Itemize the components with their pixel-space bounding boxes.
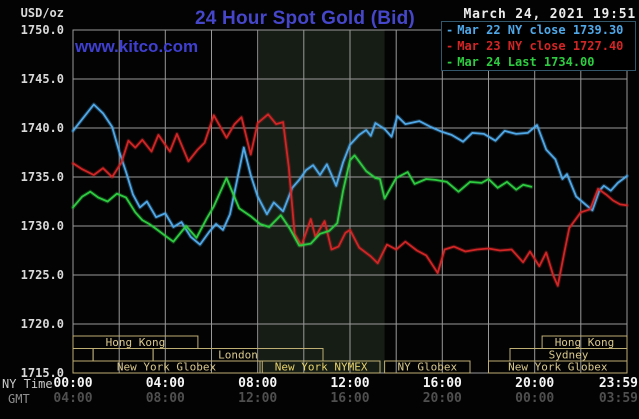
legend-dash-marker: - bbox=[446, 39, 454, 53]
kitco-site-link[interactable]: www.kitco.com bbox=[75, 37, 199, 56]
x-tick-ny-time: 12:00 bbox=[330, 376, 370, 391]
session-label: New York Globex bbox=[508, 361, 608, 374]
x-axis-primary-label: NY Time bbox=[2, 377, 53, 391]
session-box bbox=[72, 360, 261, 374]
nymex-session-band bbox=[258, 30, 385, 373]
legend-dash-marker: - bbox=[446, 23, 454, 37]
session-label: Hong Kong bbox=[555, 336, 615, 349]
chart-timestamp: March 24, 2021 19:51 bbox=[463, 7, 636, 22]
x-tick-gmt: 20:00 bbox=[422, 391, 462, 406]
legend-item-label: Mar 24 Last 1734.00 bbox=[457, 55, 595, 69]
series-line-mar-22 bbox=[72, 103, 628, 246]
session-label: Sydney bbox=[549, 349, 589, 362]
session-box bbox=[488, 360, 628, 374]
x-tick-gmt: 03:59 bbox=[598, 391, 638, 406]
y-tick-label: 1725.0 bbox=[20, 267, 64, 282]
x-tick-gmt: 00:00 bbox=[515, 391, 555, 406]
x-tick-ny-time: 04:00 bbox=[145, 376, 185, 391]
session-box bbox=[261, 360, 381, 374]
page-title: 24 Hour Spot Gold (Bid) bbox=[195, 8, 415, 29]
x-tick-gmt: 04:00 bbox=[53, 391, 93, 406]
session-label: New York NYMEX bbox=[275, 361, 368, 374]
y-tick-label: 1735.0 bbox=[20, 169, 64, 184]
x-axis-secondary-label: GMT bbox=[8, 392, 30, 406]
y-tick-label: 1730.0 bbox=[20, 218, 64, 233]
x-tick-gmt: 16:00 bbox=[330, 391, 370, 406]
x-tick-ny-time: 16:00 bbox=[422, 376, 462, 391]
y-tick-label: 1740.0 bbox=[20, 120, 64, 135]
x-tick-ny-time: 20:00 bbox=[515, 376, 555, 391]
y-axis-unit-label: USD/oz bbox=[20, 6, 64, 20]
x-tick-ny-time: 08:00 bbox=[238, 376, 278, 391]
session-box bbox=[72, 348, 94, 362]
legend-item-label: Mar 22 NY close 1739.30 bbox=[457, 23, 624, 37]
session-label: New York Globex bbox=[117, 361, 217, 374]
session-label: NY Globex bbox=[397, 361, 457, 374]
legend-dash-marker: - bbox=[446, 55, 454, 69]
series-line-mar-23 bbox=[72, 113, 628, 287]
x-tick-gmt: 12:00 bbox=[238, 391, 278, 406]
session-box bbox=[92, 348, 154, 362]
legend-item: - Mar 23 NY close 1727.40 bbox=[446, 38, 635, 54]
session-label: Hong Kong bbox=[106, 336, 166, 349]
y-tick-label: 1715.0 bbox=[20, 365, 64, 380]
session-box bbox=[384, 360, 471, 374]
x-tick-ny-time: 23:59 bbox=[598, 376, 638, 391]
series-line-mar-24 bbox=[72, 154, 533, 247]
x-tick-ny-time: 00:00 bbox=[53, 376, 93, 391]
y-tick-label: 1750.0 bbox=[20, 22, 64, 37]
legend-item: - Mar 24 Last 1734.00 bbox=[446, 54, 635, 70]
session-label: London bbox=[218, 349, 258, 362]
legend: - Mar 22 NY close 1739.30- Mar 23 NY close… bbox=[441, 21, 636, 71]
y-tick-label: 1720.0 bbox=[20, 316, 64, 331]
legend-item-label: Mar 23 NY close 1727.40 bbox=[457, 39, 624, 53]
y-tick-label: 1745.0 bbox=[20, 71, 64, 86]
x-tick-gmt: 08:00 bbox=[145, 391, 185, 406]
legend-item: - Mar 22 NY close 1739.30 bbox=[446, 22, 635, 38]
